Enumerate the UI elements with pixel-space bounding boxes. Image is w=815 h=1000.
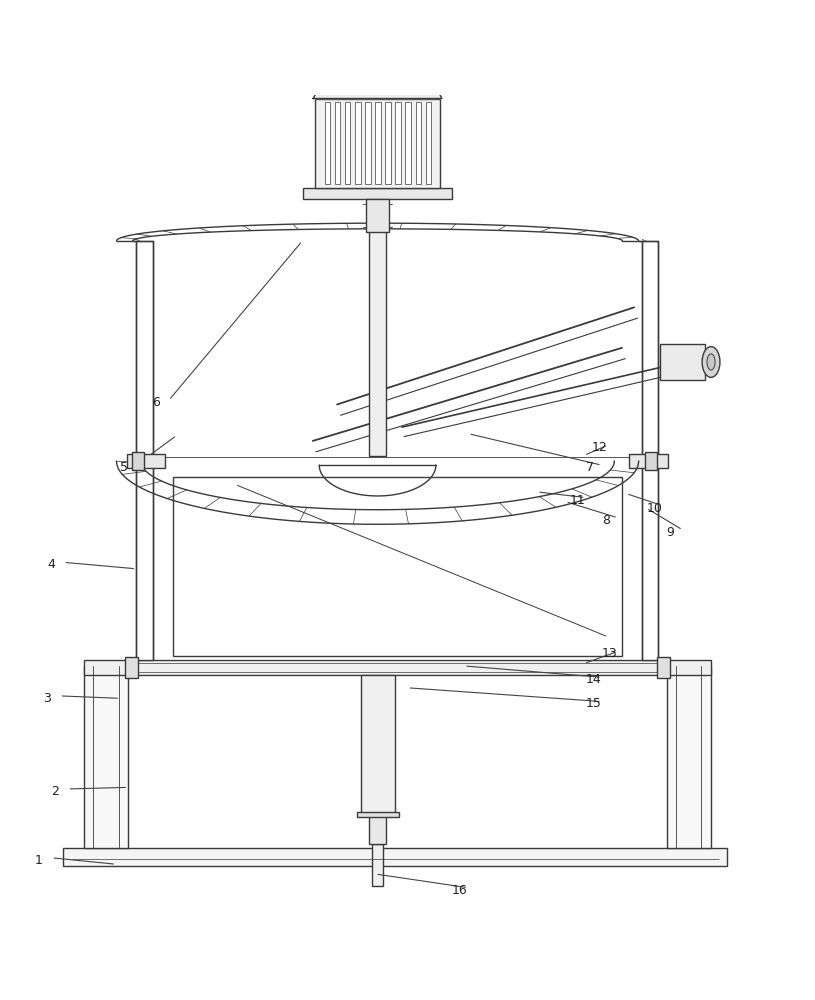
Bar	[356, 812, 399, 817]
Bar	[406, 102, 411, 184]
Bar	[368, 223, 386, 456]
Text: 12: 12	[592, 441, 608, 454]
Bar	[642, 461, 659, 660]
Text: 3: 3	[43, 692, 51, 705]
Bar	[375, 102, 381, 184]
Text: 4: 4	[47, 558, 55, 571]
Bar	[84, 660, 711, 675]
Bar	[345, 102, 350, 184]
Ellipse shape	[703, 347, 720, 377]
Bar	[366, 199, 389, 232]
Bar	[365, 102, 371, 184]
Bar	[335, 102, 341, 184]
Bar	[355, 102, 360, 184]
Bar	[425, 102, 431, 184]
Bar	[173, 477, 622, 656]
Text: 14: 14	[586, 673, 601, 686]
Bar	[667, 666, 711, 848]
Bar	[368, 813, 386, 844]
Text: 16: 16	[452, 884, 468, 897]
Bar	[321, 69, 434, 76]
Bar	[303, 188, 452, 199]
Text: 2: 2	[51, 785, 59, 798]
Text: 9: 9	[667, 526, 674, 539]
Bar	[360, 675, 394, 816]
Bar	[645, 452, 657, 470]
Text: 1: 1	[35, 854, 43, 867]
Bar	[64, 848, 727, 866]
Bar	[660, 344, 704, 380]
Bar	[629, 454, 668, 468]
Bar	[125, 657, 138, 678]
Text: 15: 15	[586, 697, 601, 710]
Bar	[370, 171, 385, 223]
Text: 8: 8	[601, 514, 610, 527]
Bar	[642, 241, 659, 461]
Polygon shape	[313, 76, 442, 99]
Bar	[657, 657, 670, 678]
Bar	[136, 241, 152, 461]
Text: 11: 11	[570, 493, 585, 506]
Bar	[416, 102, 421, 184]
Text: 10: 10	[646, 502, 662, 515]
Text: 6: 6	[152, 396, 161, 409]
Bar	[395, 102, 401, 184]
Bar	[315, 99, 440, 188]
Text: 5: 5	[120, 461, 128, 474]
Text: 13: 13	[601, 647, 618, 660]
Bar	[372, 844, 383, 886]
Ellipse shape	[707, 354, 715, 370]
Bar	[136, 461, 152, 660]
Bar	[385, 102, 391, 184]
Text: 7: 7	[586, 461, 593, 474]
Bar	[126, 454, 165, 468]
Bar	[84, 666, 128, 848]
Bar	[324, 102, 330, 184]
Bar	[132, 452, 144, 470]
